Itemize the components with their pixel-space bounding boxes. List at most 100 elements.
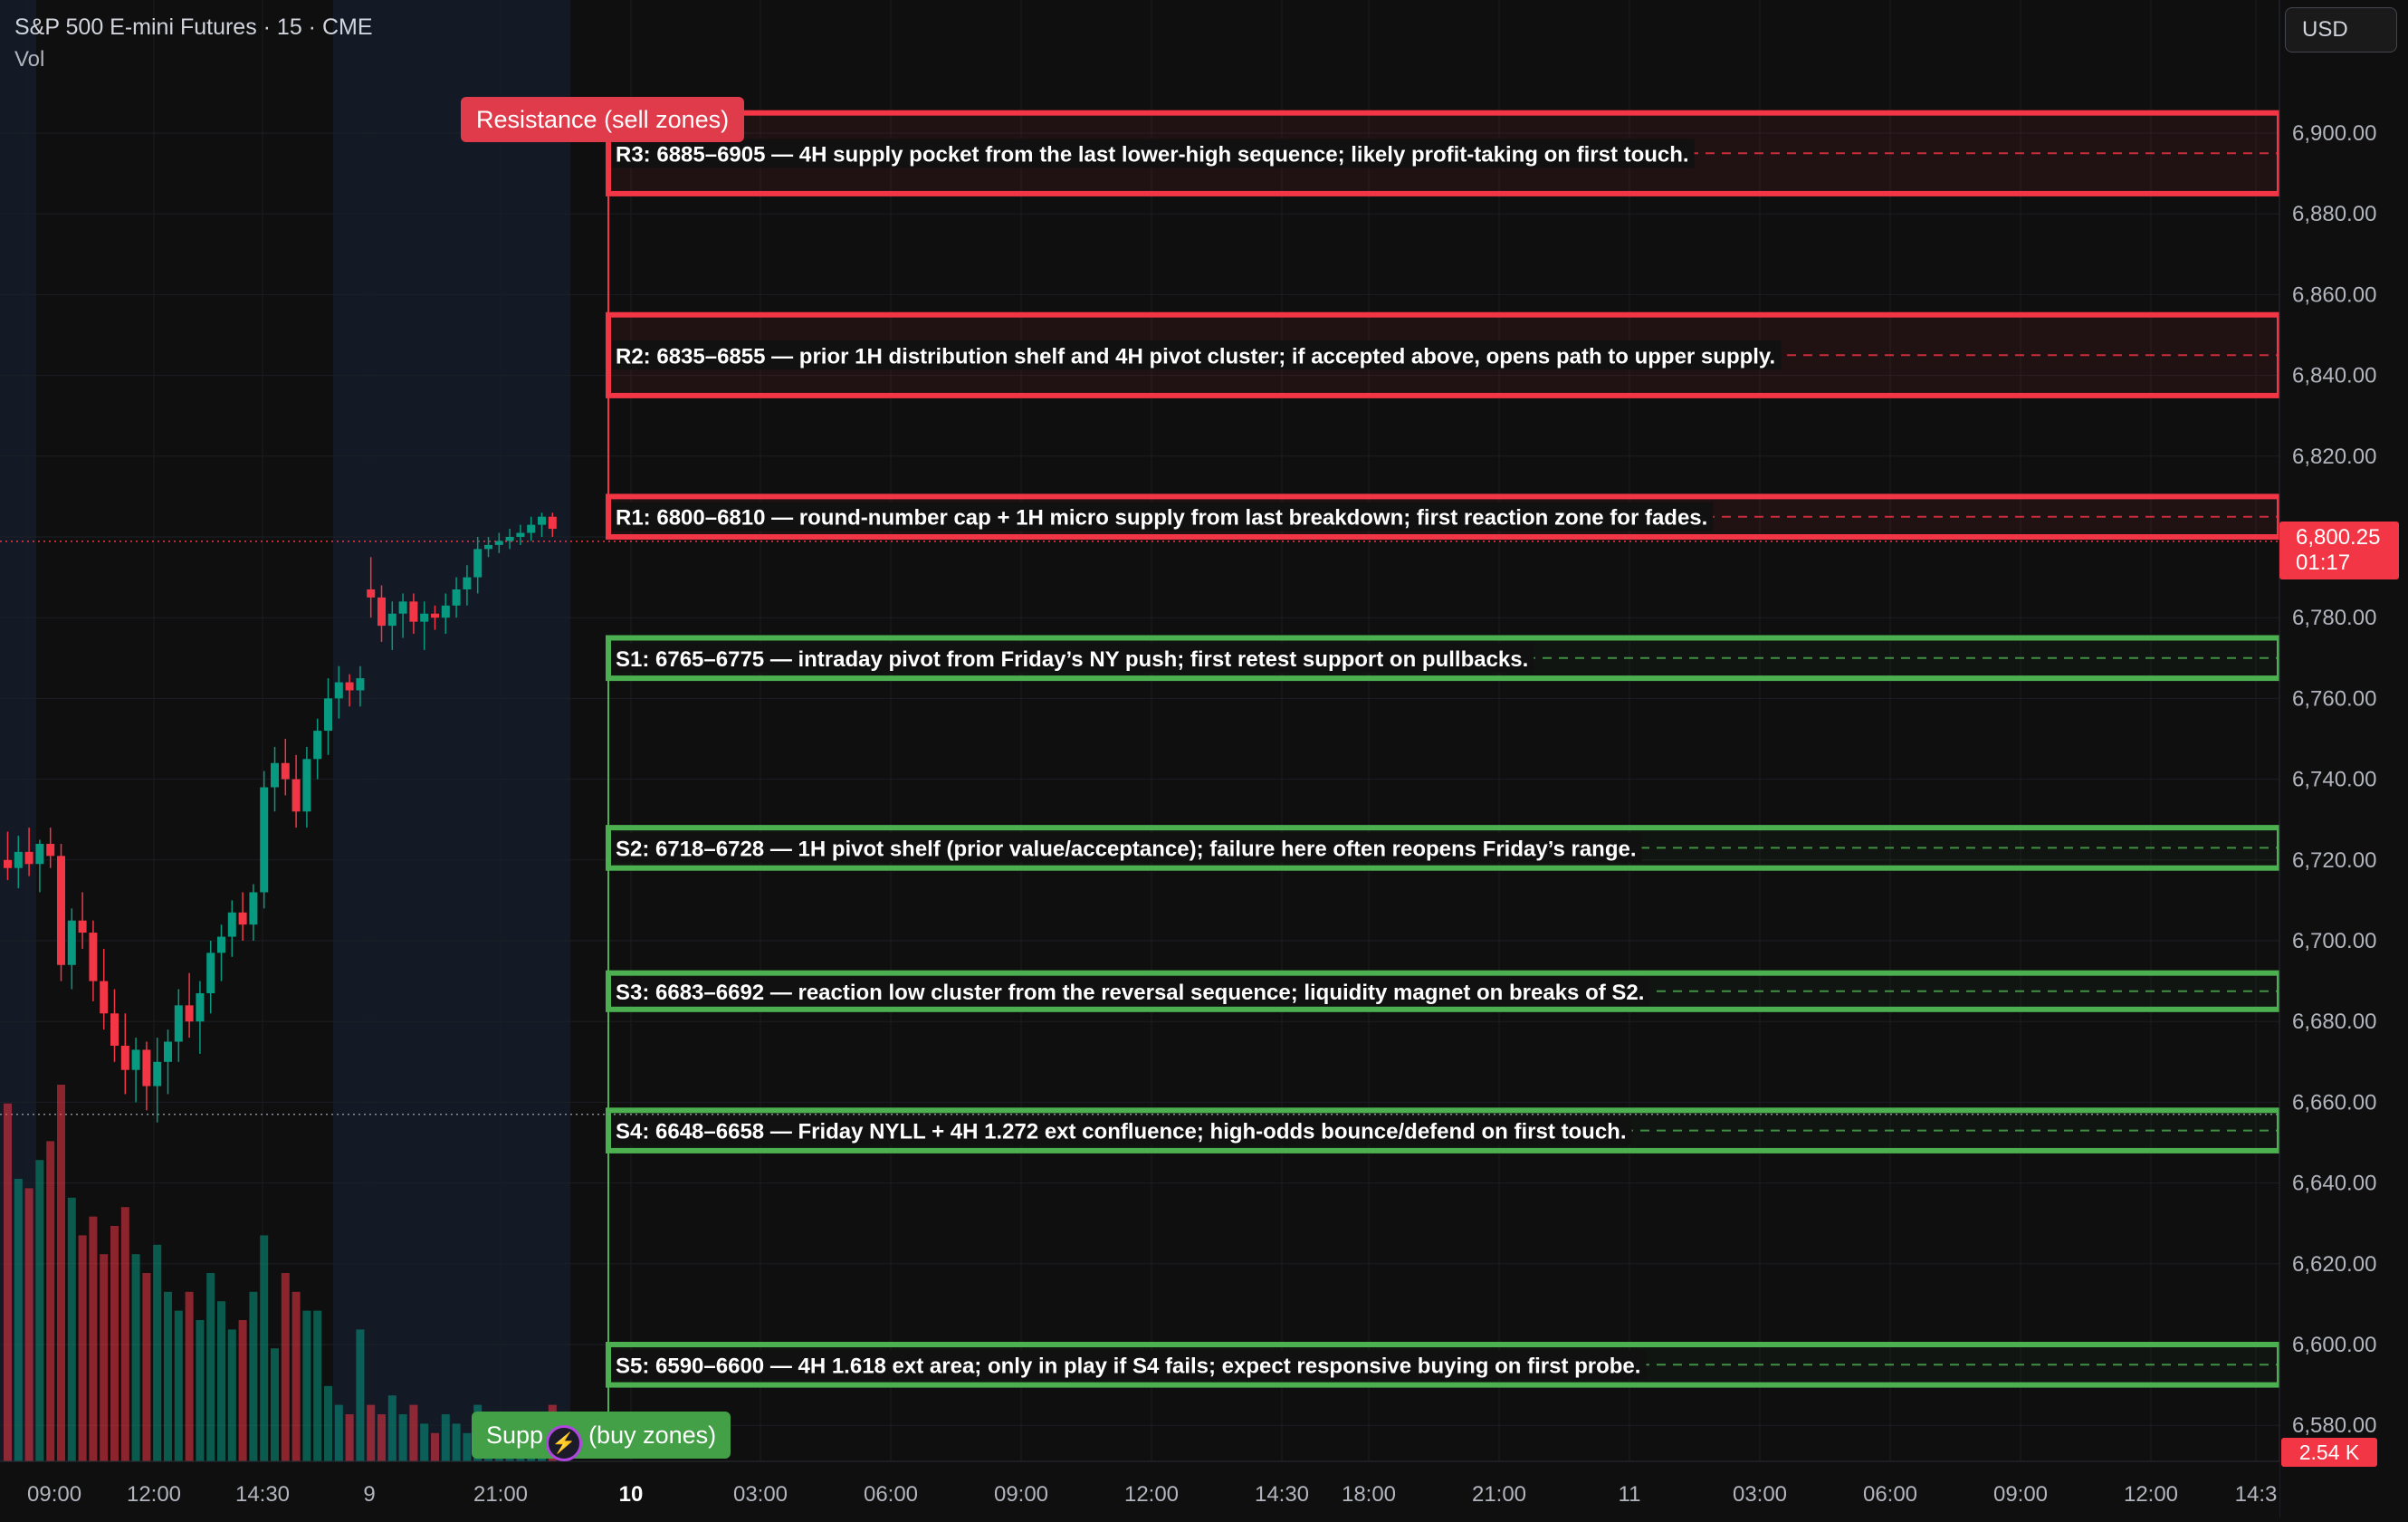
price-tick-label: 6,820.00 [2292, 445, 2376, 469]
candle-body [238, 912, 247, 925]
volume-bar [420, 1423, 429, 1461]
volume-bar [46, 1141, 55, 1461]
volume-bar [4, 1103, 12, 1461]
price-axis-bg [2279, 0, 2408, 1517]
price-tick-label: 6,600.00 [2292, 1333, 2376, 1357]
candle-body [473, 549, 483, 578]
volume-bar [100, 1254, 109, 1461]
candle-body [227, 912, 236, 937]
zone-label-bg [612, 1350, 1647, 1380]
candle-body [196, 992, 205, 1022]
zone-label-bg [612, 1115, 1632, 1145]
time-tick-label: 14:30 [235, 1482, 290, 1507]
zone-label-bg [612, 502, 1714, 531]
candle-body [505, 537, 514, 541]
zone-label-s2: S2: 6718–6728 — 1H pivot shelf (prior va… [616, 837, 1637, 861]
volume-bar [227, 1329, 236, 1461]
zone-label-bg [612, 833, 1642, 863]
zone-label-r2: R2: 6835–6855 — prior 1H distribution sh… [616, 344, 1775, 369]
zone-label-r1: R1: 6800–6810 — round-number cap + 1H mi… [616, 506, 1707, 531]
volume-bar [89, 1216, 98, 1461]
candle-body [324, 698, 332, 732]
volume-value-tag: 2.54 K [2281, 1438, 2377, 1467]
price-tick-label: 6,720.00 [2292, 848, 2376, 873]
time-tick-label: 03:00 [733, 1482, 788, 1507]
candle-body [271, 762, 279, 788]
candle-body [441, 605, 450, 618]
candle-body [409, 601, 418, 622]
bar-countdown: 01:17 [2296, 550, 2351, 575]
zone-label-bg [612, 976, 1650, 1006]
candle-body [206, 952, 215, 993]
candle-body [516, 532, 525, 537]
volume-bar [271, 1348, 279, 1461]
candle-body [174, 1005, 183, 1042]
price-tick-label: 6,900.00 [2292, 121, 2376, 146]
volume-bar [367, 1404, 376, 1461]
candle-body [377, 597, 386, 627]
volume-bar [120, 1207, 129, 1461]
zone-label-s5: S5: 6590–6600 — 4H 1.618 ext area; only … [616, 1354, 1640, 1378]
candle-body [334, 682, 343, 699]
zone-label-s1: S1: 6765–6775 — intraday pivot from Frid… [616, 647, 1528, 672]
time-tick-label: 21:00 [473, 1482, 528, 1507]
volume-bar [164, 1291, 172, 1461]
candle-body [24, 851, 33, 865]
candle-body [463, 577, 472, 589]
price-tick-label: 6,660.00 [2292, 1090, 2376, 1115]
candle-body [67, 920, 76, 965]
price-tick-label: 6,680.00 [2292, 1010, 2376, 1034]
time-tick-label: 06:00 [864, 1482, 918, 1507]
volume-bar [398, 1414, 407, 1461]
time-tick-label: 09:00 [1993, 1482, 2048, 1507]
candle-body [313, 731, 322, 760]
time-tick-label: 09:00 [994, 1482, 1048, 1507]
candle-body [57, 856, 65, 965]
volume-bar [345, 1414, 354, 1461]
candle-body [538, 516, 546, 525]
zone-label-bg [612, 340, 1782, 370]
candle-body [14, 851, 23, 868]
zone-label-bg [612, 139, 1695, 168]
volume-bar [441, 1414, 450, 1461]
candle-body [345, 682, 354, 691]
time-tick-label: 21:00 [1472, 1482, 1526, 1507]
time-tick-label: 10 [619, 1482, 644, 1507]
candle-body [420, 613, 429, 622]
candle-body [452, 589, 461, 606]
candle-body [131, 1049, 140, 1070]
price-tick-label: 6,840.00 [2292, 364, 2376, 388]
volume-bar [24, 1188, 33, 1461]
candle-body [185, 1005, 194, 1022]
volume-bar [196, 1320, 205, 1461]
price-tick-label: 6,880.00 [2292, 202, 2376, 226]
time-tick-label: 06:00 [1863, 1482, 1917, 1507]
bolt-icon[interactable]: ⚡ [546, 1425, 582, 1461]
volume-bar [377, 1414, 386, 1461]
candle-body [431, 613, 439, 618]
price-tick-label: 6,860.00 [2292, 282, 2376, 307]
volume-bar [14, 1179, 23, 1461]
support-header-text: Supp [486, 1421, 544, 1449]
candle-body [35, 843, 44, 865]
volume-bar [153, 1244, 162, 1461]
currency-button[interactable]: USD [2285, 7, 2397, 53]
zone-label-s4: S4: 6648–6658 — Friday NYLL + 4H 1.272 e… [616, 1120, 1627, 1144]
candle-body [398, 601, 407, 614]
volume-bar [431, 1432, 439, 1461]
volume-bar [313, 1310, 322, 1461]
volume-bar [78, 1235, 87, 1461]
resistance-header-label: Resistance (sell zones) [461, 97, 745, 142]
time-axis-bg [0, 1461, 2279, 1517]
price-tick-label: 6,620.00 [2292, 1252, 2376, 1277]
last-price-value: 6,800.25 [2296, 525, 2381, 550]
volume-bar [142, 1273, 151, 1461]
last-price-tag: 6,800.25 01:17 [2279, 522, 2399, 579]
volume-bar [57, 1085, 65, 1461]
price-tick-label: 6,700.00 [2292, 929, 2376, 953]
volume-bar [131, 1254, 140, 1461]
time-tick-label: 03:00 [1733, 1482, 1787, 1507]
volume-bar [67, 1197, 76, 1461]
